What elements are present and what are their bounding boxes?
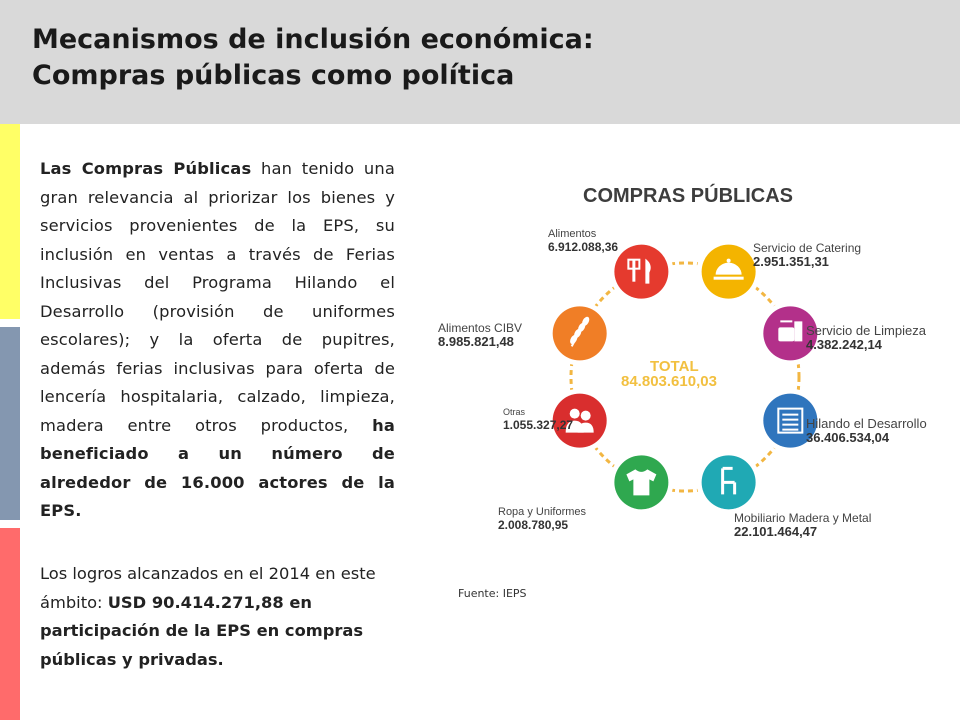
total-label: TOTAL [650,358,699,375]
total-value: 84.803.610,03 [621,373,717,390]
title-line-1: Mecanismos de inclusión económica: [32,24,594,55]
paragraph-compras-publicas: Las Compras Públicas han tenido una gran… [40,155,395,526]
fork-knife-icon [627,258,651,284]
accent-stripe-yellow [0,124,20,319]
category-label: Ropa y Uniformes [498,506,587,518]
paragraph-logros: Los logros alcanzados en el 2014 en este… [40,560,395,674]
people-icon [565,408,594,433]
category-label: Alimentos [548,228,597,240]
cloche-icon [713,258,744,280]
category-value: 6.912.088,36 [548,240,618,254]
paragraph1-tail: ha beneficiado a un número de alrededor … [40,415,395,521]
paragraph2-lead: Los logros alcanzados en el 2014 en este… [40,564,376,612]
compras-publicas-infographic: COMPRAS PÚBLICAS TOTAL 84.803.610,03 Ali… [438,183,927,539]
category-value: 2.008.780,95 [498,518,568,532]
category-label: Hilando el Desarrollo [806,416,927,431]
paragraph1-lead: Las Compras Públicas [40,159,252,178]
category-value: 8.985.821,48 [438,334,514,349]
category-label: Mobiliario Madera y Metal [734,511,871,525]
wheat-icon [570,316,590,347]
category-circle [552,393,607,448]
cleaning-icon [778,320,803,342]
category-value: 2.951.351,31 [753,254,829,269]
category-value: 1.055.327,27 [503,418,573,432]
page-title: Mecanismos de inclusión económica: Compr… [32,22,594,94]
source-note: Fuente: IEPS [458,587,527,600]
accent-stripe-blue [0,327,20,520]
category-label: Servicio de Limpieza [806,323,927,338]
dashed-ring [569,261,801,493]
category-label: Otras [503,407,526,417]
header-bar: Mecanismos de inclusión económica: Compr… [0,0,960,124]
category-value: 36.406.534,04 [806,430,890,445]
infographic-heading: COMPRAS PÚBLICAS [583,183,793,207]
title-line-2: Compras públicas como política [32,60,515,91]
paragraph2-bold: USD 90.414.271,88 en participación de la… [40,592,364,669]
category-value: 22.101.464,47 [734,524,817,539]
paragraph1-body: han tenido una gran relevancia al priori… [40,159,395,435]
chair-icon [721,466,737,495]
category-circle [614,244,669,299]
accent-stripe-red [0,528,20,720]
fabric-roll-icon [777,407,804,434]
category-label: Servicio de Catering [753,241,861,255]
tshirt-icon [626,469,657,496]
category-value: 4.382.242,14 [806,337,883,352]
category-label: Alimentos CIBV [438,321,522,335]
